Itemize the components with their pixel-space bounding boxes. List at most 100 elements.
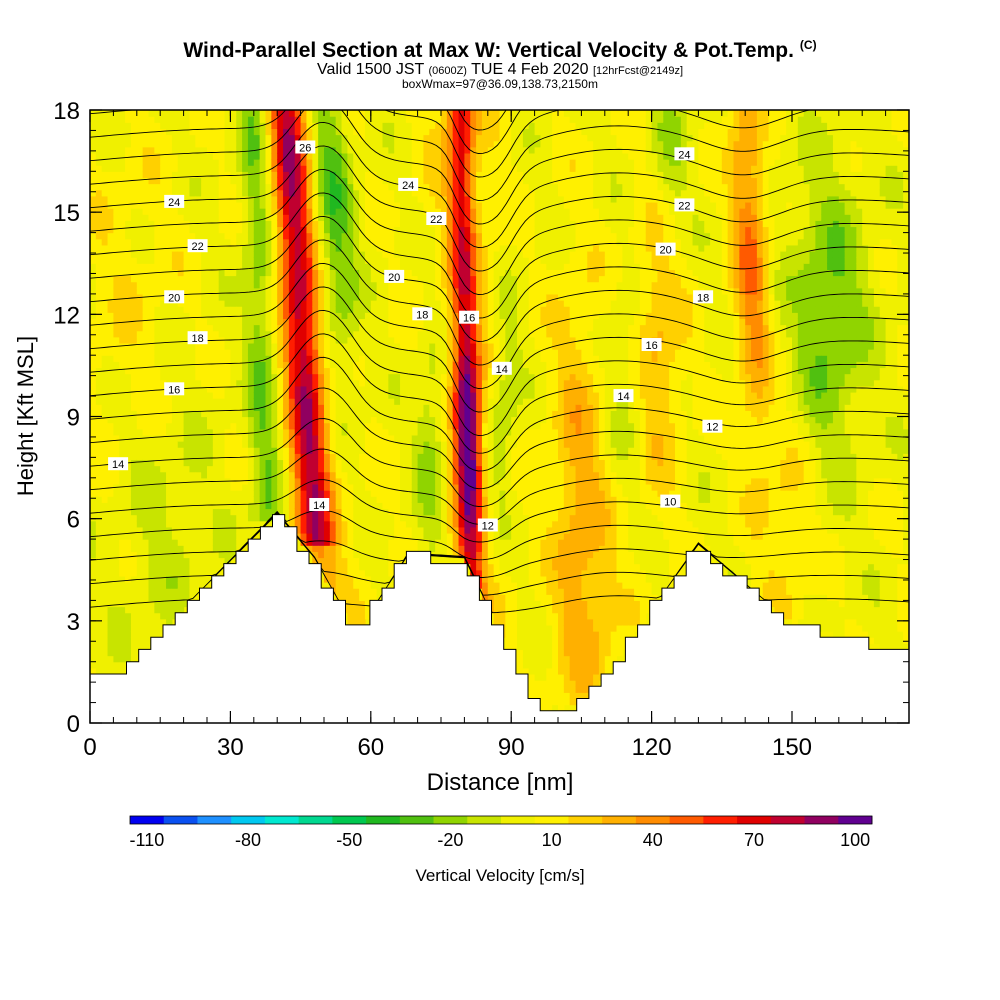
field-cell (259, 428, 267, 436)
field-cell (242, 385, 249, 393)
field-cell (435, 330, 442, 338)
field-cell (90, 434, 97, 442)
field-cell (136, 391, 144, 399)
field-cell (394, 526, 401, 534)
field-cell (160, 220, 167, 228)
field-cell (411, 140, 419, 148)
field-cell (353, 250, 360, 258)
field-cell (318, 422, 325, 430)
field-cell (218, 159, 226, 166)
field-cell (160, 502, 167, 510)
field-cell (101, 557, 109, 565)
field-cell (388, 110, 395, 117)
field-cell (300, 520, 308, 528)
field-cell (353, 275, 360, 283)
field-cell (265, 453, 272, 461)
field-cell (218, 226, 226, 234)
field-cell (411, 195, 419, 203)
field-cell (90, 465, 97, 473)
field-cell (353, 612, 360, 620)
field-cell (271, 159, 278, 166)
field-cell (288, 404, 296, 411)
field-cell (230, 281, 237, 289)
field-cell (411, 110, 419, 117)
field-cell (288, 244, 296, 252)
field-cell (113, 208, 120, 215)
field-cell (101, 287, 109, 295)
field-cell (441, 171, 448, 179)
field-cell (119, 171, 126, 179)
field-cell (265, 502, 272, 510)
field-cell (405, 257, 413, 264)
field-cell (429, 293, 436, 301)
field-cell (154, 379, 161, 387)
field-cell (130, 539, 138, 546)
field-cell (359, 250, 366, 258)
field-cell (288, 336, 296, 344)
field-cell (189, 545, 196, 552)
field-cell (90, 324, 97, 332)
field-cell (101, 232, 109, 240)
field-cell (277, 398, 284, 405)
field-cell (171, 367, 179, 375)
field-cell (452, 532, 460, 540)
field-cell (359, 373, 366, 381)
field-cell (171, 441, 179, 448)
field-cell (154, 631, 161, 638)
field-cell (95, 201, 103, 209)
field-cell (101, 373, 109, 381)
field-cell (329, 300, 337, 307)
field-cell (154, 502, 161, 510)
field-cell (259, 477, 267, 485)
field-cell (177, 116, 185, 123)
field-cell (370, 447, 378, 454)
field-cell (166, 165, 173, 172)
field-cell (247, 122, 255, 129)
field-cell (400, 208, 407, 215)
field-cell (247, 238, 255, 246)
field-cell (435, 496, 442, 503)
field-cell (306, 269, 313, 277)
field-cell (166, 159, 173, 166)
field-cell (376, 269, 384, 277)
field-cell (107, 195, 114, 203)
field-cell (107, 631, 114, 638)
field-cell (166, 312, 173, 320)
field-cell (107, 532, 114, 540)
field-cell (318, 300, 325, 307)
field-cell (417, 453, 425, 461)
field-cell (335, 250, 343, 258)
field-cell (452, 183, 460, 191)
field-cell (101, 250, 109, 258)
field-cell (265, 165, 272, 172)
field-cell (376, 539, 384, 546)
field-cell (300, 434, 308, 442)
field-cell (125, 569, 132, 577)
field-cell (382, 422, 389, 430)
field-cell (335, 471, 343, 479)
field-cell (283, 447, 290, 454)
field-cell (294, 373, 302, 381)
field-cell (364, 514, 372, 522)
field-cell (247, 226, 255, 234)
field-cell (113, 330, 120, 338)
field-cell (113, 422, 120, 430)
field-cell (101, 532, 109, 540)
field-cell (400, 342, 407, 350)
field-cell (259, 367, 267, 375)
field-cell (388, 159, 395, 166)
field-cell (259, 116, 267, 123)
field-cell (148, 459, 155, 467)
field-cell (429, 116, 436, 123)
field-cell (364, 250, 372, 258)
field-cell (242, 514, 249, 522)
field-cell (417, 140, 425, 148)
field-cell (324, 226, 331, 234)
field-cell (183, 422, 191, 430)
field-cell (119, 263, 126, 270)
field-cell (224, 110, 231, 117)
field-cell (195, 189, 202, 197)
field-cell (148, 244, 155, 252)
field-cell (335, 551, 343, 559)
field-cell (171, 275, 179, 283)
